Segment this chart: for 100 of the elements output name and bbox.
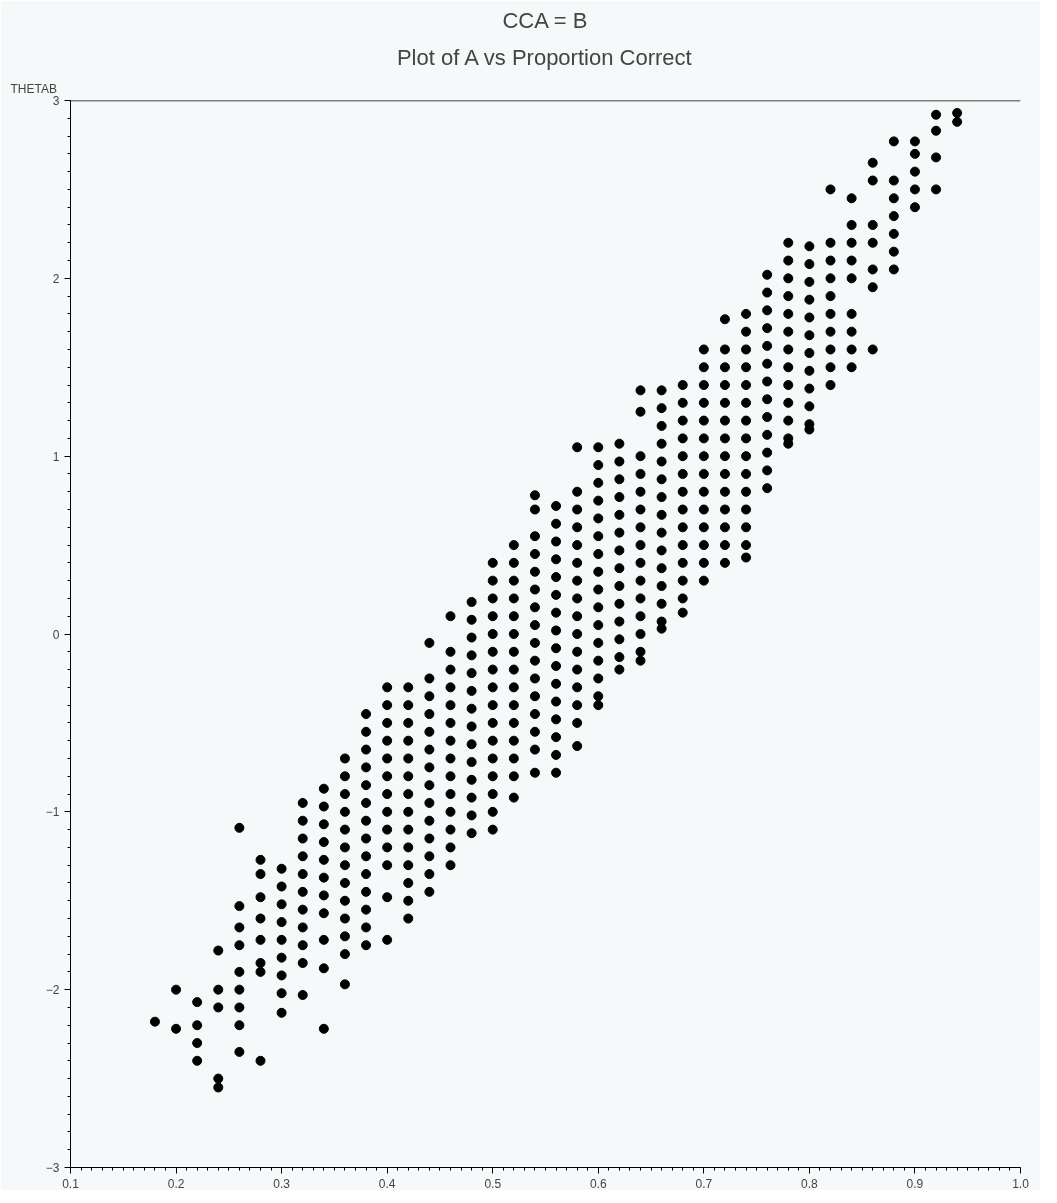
point xyxy=(656,403,667,414)
point xyxy=(149,1016,160,1027)
point xyxy=(382,806,393,817)
point xyxy=(741,552,752,563)
point xyxy=(614,616,625,627)
point xyxy=(339,753,350,764)
point xyxy=(213,1073,224,1084)
point xyxy=(614,438,625,449)
point xyxy=(551,500,562,511)
point xyxy=(952,107,963,118)
point xyxy=(867,264,878,275)
point xyxy=(656,509,667,520)
point xyxy=(403,682,414,693)
point xyxy=(762,305,773,316)
point xyxy=(698,380,709,391)
point xyxy=(867,344,878,355)
point xyxy=(846,362,857,373)
point xyxy=(529,504,540,515)
point xyxy=(783,362,794,373)
point xyxy=(741,486,752,497)
point xyxy=(276,863,287,874)
point xyxy=(572,717,583,728)
point xyxy=(593,495,604,506)
y-tick-label: −1 xyxy=(45,805,60,820)
x-tick-label: 0.7 xyxy=(695,1176,713,1191)
point xyxy=(909,166,920,177)
point xyxy=(445,771,456,782)
point xyxy=(318,783,329,794)
point xyxy=(466,774,477,785)
point xyxy=(382,934,393,945)
point xyxy=(445,664,456,675)
point xyxy=(762,376,773,387)
point xyxy=(635,451,646,462)
point xyxy=(318,934,329,945)
point xyxy=(741,308,752,319)
point xyxy=(698,451,709,462)
point xyxy=(931,152,942,163)
point xyxy=(213,1002,224,1013)
point xyxy=(698,540,709,551)
point xyxy=(424,709,435,720)
point xyxy=(192,1020,203,1031)
point xyxy=(551,678,562,689)
chart-title: CCA = B xyxy=(502,7,588,33)
point xyxy=(762,287,773,298)
point xyxy=(403,753,414,764)
point xyxy=(698,575,709,586)
point xyxy=(719,504,730,515)
point xyxy=(762,412,773,423)
point xyxy=(361,904,372,915)
point xyxy=(656,545,667,556)
point xyxy=(635,557,646,568)
point xyxy=(888,175,899,186)
point xyxy=(677,433,688,444)
point xyxy=(529,531,540,542)
point xyxy=(339,979,350,990)
point xyxy=(846,219,857,230)
point xyxy=(825,255,836,266)
point xyxy=(297,958,308,968)
point xyxy=(783,291,794,302)
point xyxy=(466,757,477,768)
point xyxy=(403,842,414,853)
point xyxy=(593,548,604,559)
point xyxy=(487,753,498,764)
point xyxy=(846,237,857,248)
point xyxy=(762,429,773,440)
point xyxy=(783,415,794,426)
point xyxy=(614,634,625,645)
point xyxy=(445,611,456,622)
point xyxy=(529,548,540,559)
point xyxy=(487,789,498,800)
point xyxy=(656,438,667,449)
point xyxy=(213,945,224,956)
point xyxy=(466,703,477,714)
point xyxy=(825,291,836,302)
point xyxy=(508,771,519,782)
point xyxy=(361,869,372,880)
point xyxy=(635,629,646,639)
point xyxy=(846,255,857,266)
point xyxy=(804,401,815,412)
point xyxy=(466,810,477,821)
y-tick-label: 0 xyxy=(52,627,60,642)
point xyxy=(382,717,393,728)
point xyxy=(593,655,604,666)
point xyxy=(276,952,287,963)
point xyxy=(909,136,920,147)
point xyxy=(741,344,752,355)
point xyxy=(572,646,583,657)
point xyxy=(255,966,266,977)
point xyxy=(297,940,308,951)
point xyxy=(804,330,815,341)
point xyxy=(297,904,308,915)
point xyxy=(529,620,540,631)
x-tick-label: 0.2 xyxy=(167,1176,185,1191)
point xyxy=(318,890,329,901)
point xyxy=(297,869,308,880)
point xyxy=(572,611,583,622)
point xyxy=(508,664,519,675)
point xyxy=(783,380,794,391)
point xyxy=(783,308,794,319)
point xyxy=(424,691,435,702)
